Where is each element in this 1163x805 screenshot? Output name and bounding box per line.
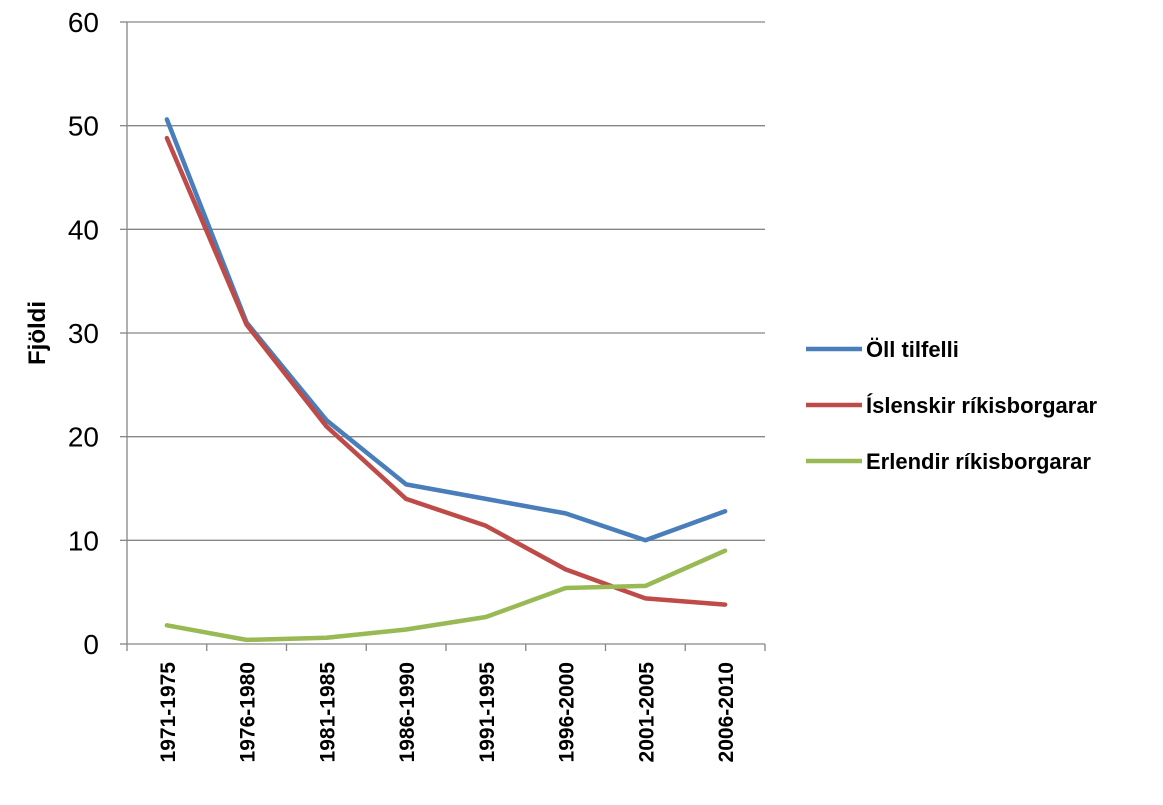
y-tick-label: 20 [68,422,99,453]
x-tick-label: 1986-1990 [396,662,419,762]
y-tick-label: 50 [68,111,99,142]
y-tick-label: 30 [68,318,99,349]
legend: Öll tilfelli Íslenskir ríkisborgarar Erlen… [806,337,1098,474]
x-tick-label: 1976-1980 [237,662,260,762]
x-tick-label: 2001-2005 [635,662,658,763]
x-tick-labels: 1971-1975 1976-1980 1981-1985 1986-1990 1991… [157,662,738,763]
legend-label-1: Öll tilfelli [866,337,959,362]
y-axis-label: Fjöldi [24,301,51,365]
x-tick-label: 1991-1995 [476,662,499,763]
y-tick-label: 10 [68,525,99,556]
x-tick-label: 1971-1975 [157,662,180,763]
axes [120,21,766,651]
y-tick-label: 40 [68,214,99,245]
series-line-3 [164,548,728,643]
y-tick-label: 0 [83,629,99,660]
x-tick-label: 1981-1985 [316,662,339,763]
y-tick-label: 60 [68,7,99,38]
x-tick-label: 1996-2000 [556,662,579,762]
series-line-2 [164,135,728,607]
legend-label-2: Íslenskir ríkisborgarar [866,393,1098,418]
gridlines [127,21,765,541]
x-tick-label: 2006-2010 [715,662,738,762]
y-tick-labels: 0 10 20 30 40 50 60 [68,7,99,660]
legend-label-3: Erlendir ríkisborgarar [866,449,1091,474]
series-lines [164,117,728,643]
